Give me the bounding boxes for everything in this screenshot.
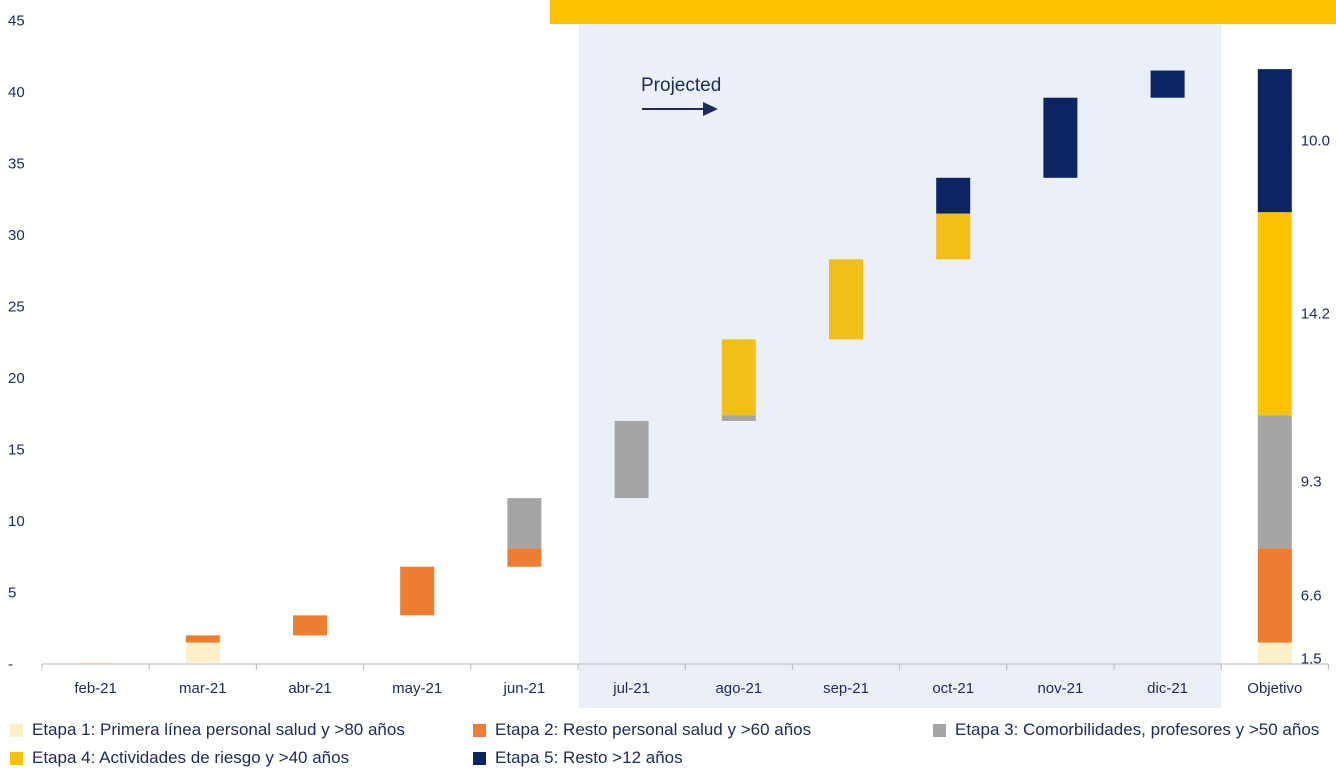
bar-jul-21-etapa3 <box>614 420 649 499</box>
objetivo-value-label: 14.2 <box>1301 306 1330 323</box>
chart-bars <box>78 69 1292 664</box>
legend-swatch-etapa5 <box>473 751 486 765</box>
bar-feb-21-etapa1 <box>78 662 113 664</box>
bar-mar-21-etapa2 <box>185 635 220 643</box>
bar-ago-21-etapa4 <box>721 339 756 416</box>
legend-swatch-etapa2 <box>473 723 486 737</box>
legend-label-etapa1: Etapa 1: Primera línea personal salud y … <box>32 720 405 739</box>
y-tick-label: 5 <box>8 585 16 602</box>
y-tick-label: 20 <box>8 370 25 387</box>
y-tick-label: 35 <box>8 156 25 173</box>
x-tick-label: jun-21 <box>503 680 546 697</box>
bar-Objetivo-etapa5 <box>1257 69 1292 213</box>
x-tick-label: dic-21 <box>1147 680 1188 697</box>
x-tick-label: nov-21 <box>1037 680 1083 697</box>
y-tick-label: 30 <box>8 227 25 244</box>
objetivo-value-label: 6.6 <box>1301 587 1322 604</box>
objetivo-value-labels: 1.5 6.6 9.3 14.2 10.0 <box>1301 133 1330 668</box>
bar-dic-21-etapa5 <box>1150 70 1185 98</box>
x-axis <box>41 663 1329 670</box>
y-tick-label: 45 <box>8 13 25 30</box>
legend-item-etapa2: Etapa 2: Resto personal salud y >60 años <box>473 720 811 740</box>
legend-item-etapa5: Etapa 5: Resto >12 años <box>473 748 683 768</box>
projected-annotation: Projected <box>641 75 721 116</box>
y-tick-label: - <box>8 656 13 673</box>
x-tick-label: jul-21 <box>612 680 650 697</box>
bar-Objetivo-etapa2 <box>1257 548 1292 643</box>
legend-label-etapa2: Etapa 2: Resto personal salud y >60 años <box>495 720 812 739</box>
x-tick-label: ago-21 <box>715 680 762 697</box>
projected-arrow-icon <box>703 102 718 116</box>
bar-mar-21-etapa1 <box>185 642 220 663</box>
legend: Etapa 1: Primera línea personal salud y … <box>0 718 1336 772</box>
objetivo-value-label: 9.3 <box>1301 474 1322 491</box>
x-tick-label: sep-21 <box>823 680 869 697</box>
x-tick-label: abr-21 <box>288 680 331 697</box>
x-tick-label: may-21 <box>392 680 442 697</box>
legend-swatch-etapa4 <box>10 751 23 765</box>
y-tick-label: 25 <box>8 299 25 316</box>
legend-item-etapa4: Etapa 4: Actividades de riesgo y >40 año… <box>10 748 349 768</box>
waterfall-chart: - 5 10 15 20 25 30 35 40 45 feb-21 mar-21 abr-21 may… <box>8 0 1336 708</box>
bar-sep-21-etapa4 <box>829 259 863 340</box>
legend-label-etapa3: Etapa 3: Comorbilidades, profesores y >5… <box>955 720 1320 739</box>
bar-ago-21-etapa3 <box>721 415 756 421</box>
legend-swatch-etapa1 <box>10 723 23 737</box>
bar-Objetivo-etapa1 <box>1257 642 1292 664</box>
x-tick-label: Objetivo <box>1247 680 1302 697</box>
projected-label: Projected <box>641 75 721 96</box>
bar-jun-21-etapa3 <box>507 498 542 549</box>
projected-region <box>579 24 1222 708</box>
legend-swatch-etapa3 <box>933 723 946 737</box>
legend-item-etapa1: Etapa 1: Primera línea personal salud y … <box>10 720 405 740</box>
header-accent-bar <box>550 0 1336 24</box>
legend-label-etapa5: Etapa 5: Resto >12 años <box>495 748 683 767</box>
y-tick-label: 15 <box>8 442 25 459</box>
y-tick-label: 40 <box>8 84 25 101</box>
bar-nov-21-etapa5 <box>1043 97 1078 178</box>
bar-Objetivo-etapa3 <box>1257 415 1292 549</box>
bar-jun-21-etapa2 <box>507 548 542 567</box>
bar-may-21-etapa2 <box>400 566 435 616</box>
bar-oct-21-etapa5 <box>936 177 971 214</box>
bar-Objetivo-etapa4 <box>1257 212 1292 416</box>
legend-label-etapa4: Etapa 4: Actividades de riesgo y >40 año… <box>32 748 350 767</box>
objetivo-value-label: 1.5 <box>1301 650 1322 667</box>
objetivo-value-label: 10.0 <box>1301 133 1330 150</box>
y-axis: - 5 10 15 20 25 30 35 40 45 <box>8 13 25 674</box>
y-tick-label: 10 <box>8 513 25 530</box>
bar-oct-21-etapa4 <box>936 213 971 260</box>
x-tick-label: feb-21 <box>74 680 117 697</box>
legend-item-etapa3: Etapa 3: Comorbilidades, profesores y >5… <box>933 720 1319 740</box>
bar-abr-21-etapa2 <box>293 615 327 636</box>
x-tick-label: oct-21 <box>932 680 974 697</box>
x-tick-labels: feb-21 mar-21 abr-21 may-21 jun-21 jul-21 ago-… <box>74 680 1302 697</box>
x-tick-label: mar-21 <box>179 680 227 697</box>
